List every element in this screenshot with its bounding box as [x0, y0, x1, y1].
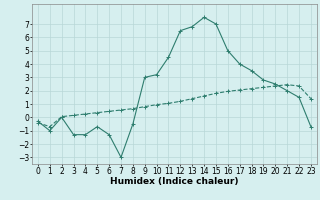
X-axis label: Humidex (Indice chaleur): Humidex (Indice chaleur): [110, 177, 239, 186]
